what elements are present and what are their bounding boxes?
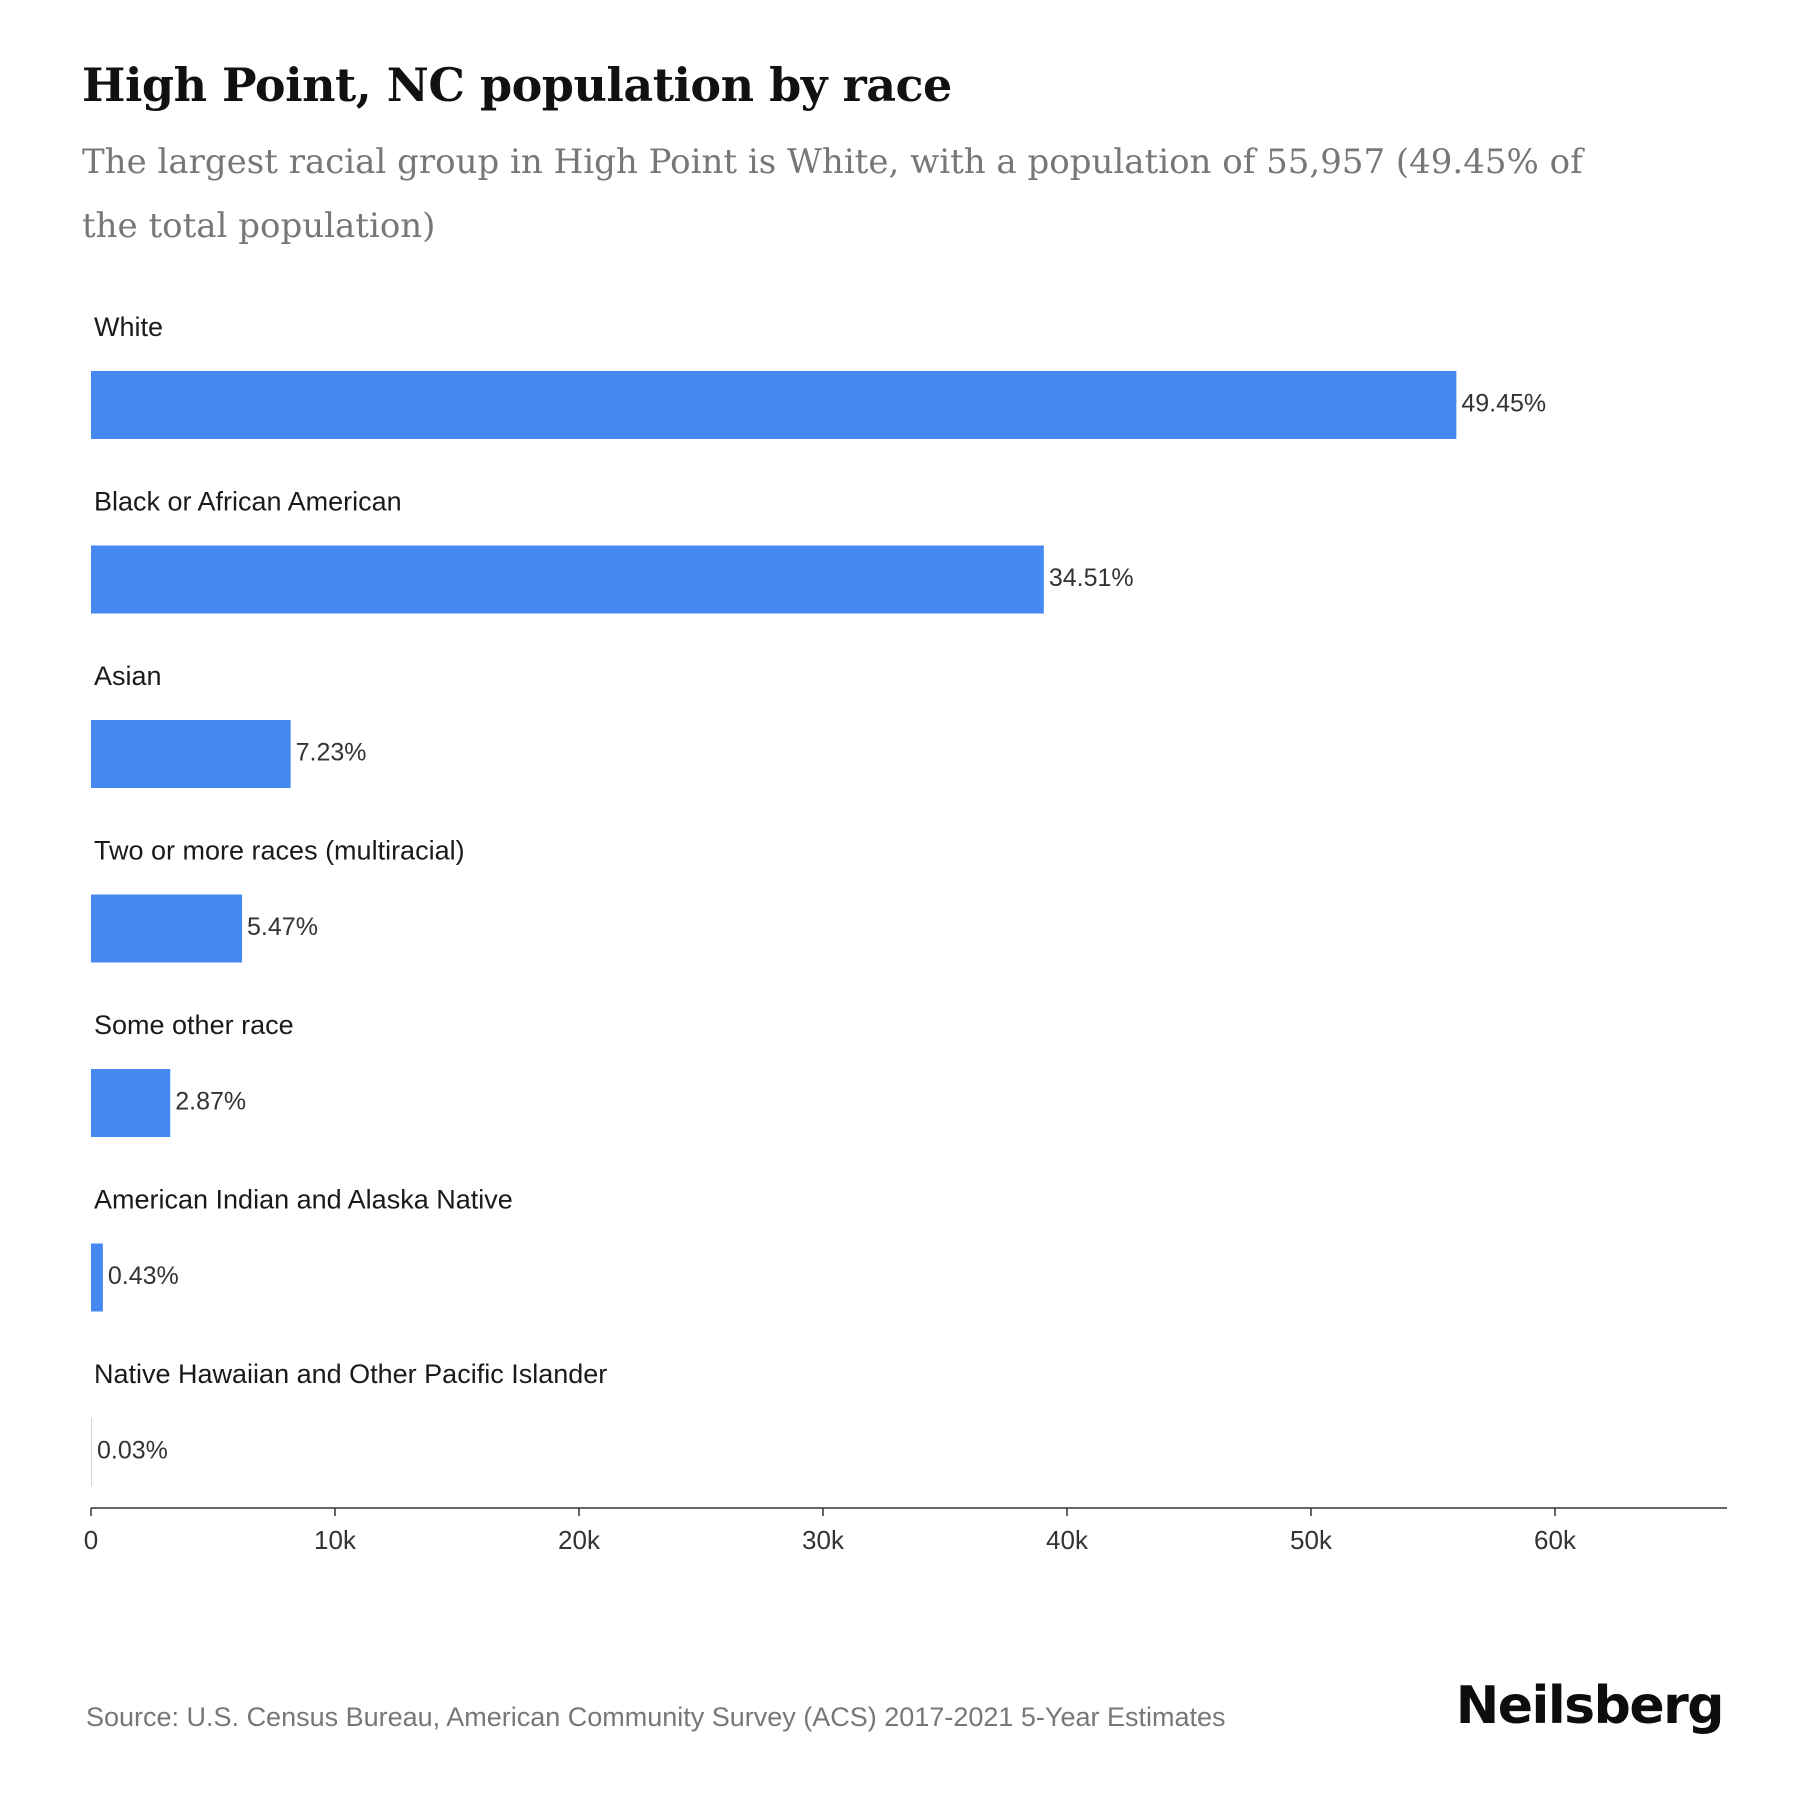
category-label: Some other race bbox=[94, 1010, 294, 1040]
x-tick-label: 20k bbox=[558, 1525, 601, 1555]
x-tick-label: 50k bbox=[1290, 1525, 1333, 1555]
chart-subtitle: The largest racial group in High Point i… bbox=[82, 142, 1583, 246]
bar bbox=[91, 720, 291, 788]
bars-group: White 49.45% Black or African American 34.5… bbox=[91, 312, 1546, 1486]
data-label: 34.51% bbox=[1049, 564, 1134, 592]
x-tick-label: 10k bbox=[314, 1525, 357, 1555]
data-label: 0.03% bbox=[97, 1437, 168, 1465]
chart-title: High Point, NC population by race bbox=[82, 58, 952, 112]
x-tick-label: 60k bbox=[1534, 1525, 1577, 1555]
x-tick-label: 40k bbox=[1046, 1525, 1089, 1555]
data-label: 0.43% bbox=[108, 1262, 179, 1290]
data-label: 7.23% bbox=[296, 739, 367, 767]
category-label: Two or more races (multiracial) bbox=[94, 836, 465, 866]
bar bbox=[91, 1418, 92, 1486]
bar bbox=[91, 894, 243, 963]
x-tick-label: 0 bbox=[84, 1525, 98, 1555]
category-label: White bbox=[94, 312, 163, 342]
category-label: Native Hawaiian and Other Pacific Island… bbox=[94, 1359, 607, 1389]
category-label: American Indian and Alaska Native bbox=[94, 1185, 513, 1215]
bar bbox=[91, 371, 1457, 439]
data-label: 5.47% bbox=[247, 913, 318, 941]
category-label: Black or African American bbox=[94, 487, 402, 517]
data-label: 2.87% bbox=[175, 1088, 246, 1116]
x-tick-label: 30k bbox=[802, 1525, 845, 1555]
bar bbox=[91, 1243, 103, 1312]
data-label: 49.45% bbox=[1461, 390, 1546, 418]
category-label: Asian bbox=[94, 661, 162, 691]
bar bbox=[91, 545, 1044, 614]
bar bbox=[91, 1069, 171, 1137]
source-note: Source: U.S. Census Bureau, American Com… bbox=[86, 1702, 1226, 1732]
brand-logo: Neilsberg bbox=[1455, 1676, 1725, 1736]
x-axis: 0 10k 20k 30k 40k 50k 60k bbox=[84, 1507, 1727, 1555]
